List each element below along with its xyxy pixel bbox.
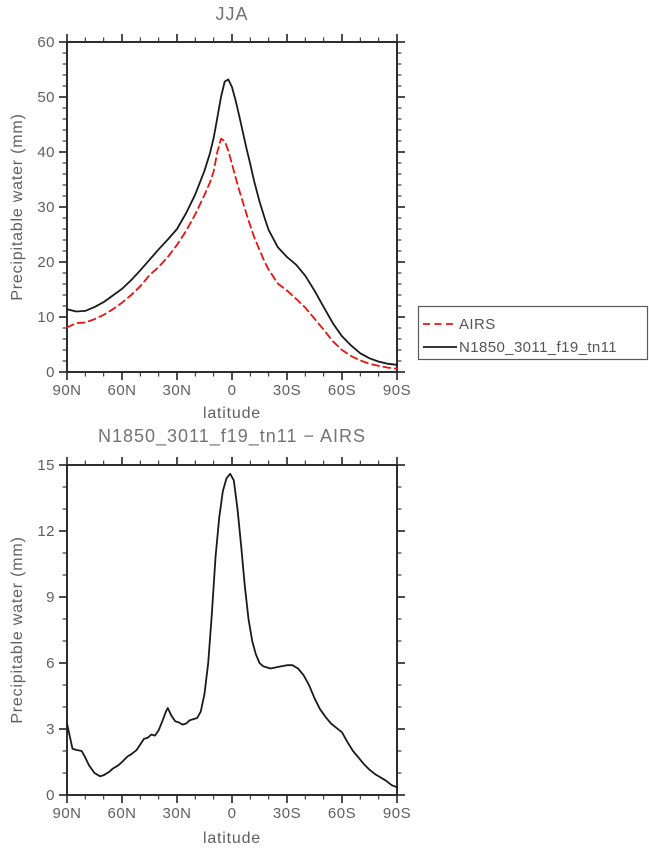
plot-frame [66,41,398,373]
model-series-line [66,78,398,366]
y-tick-label: 20 [37,254,55,271]
y-tick-label: 30 [37,199,55,216]
x-tick-label: 0 [228,382,237,399]
bottom-chart-xlabel: latitude [203,830,261,847]
legend-model-label: N1850_3011_f19_tn11 [459,339,617,356]
x-tick-label: 60N [107,805,136,822]
x-tick-label: 30N [162,382,191,399]
bottom-chart-series [66,472,398,789]
x-tick-label: 60S [328,382,356,399]
plot-frame [66,464,398,796]
y-tick-label: 40 [37,144,55,161]
x-tick-label: 60S [328,805,356,822]
bottom-chart-axes: 90N 60N 30N 0 30S 60S 90S 0 3 6 9 12 15 [37,457,411,822]
y-tick-label: 50 [37,89,55,106]
x-tick-label: 30S [273,382,301,399]
x-tick-label: 90N [52,382,81,399]
top-chart-title: JJA [215,4,248,24]
x-tick-label: 0 [228,805,237,822]
y-tick-label: 15 [37,457,55,474]
y-tick-label: 3 [46,721,55,738]
bottom-chart: N1850_3011_f19_tn11 − AIRS Precipitable … [9,426,411,847]
bottom-chart-ylabel: Precipitable water (mm) [9,536,26,723]
top-chart-ylabel: Precipitable water (mm) [9,113,26,300]
model-series-line [66,472,398,789]
x-tick-label: 60N [107,382,136,399]
x-tick-label: 30N [162,805,191,822]
x-tick-label: 30S [273,805,301,822]
top-chart-series [66,78,398,370]
x-tick-label: 90S [383,382,411,399]
y-tick-label: 0 [46,364,55,381]
airs-series-line [66,137,398,370]
y-tick-label: 60 [37,34,55,51]
bottom-chart-title: N1850_3011_f19_tn11 − AIRS [98,426,366,447]
y-tick-label: 12 [37,523,55,540]
legend-airs-label: AIRS [459,316,496,333]
y-tick-label: 10 [37,309,55,326]
x-tick-label: 90N [52,805,81,822]
x-tick-label: 90S [383,805,411,822]
top-chart-xlabel: latitude [203,405,261,422]
y-tick-label: 9 [46,589,55,606]
legend: AIRS N1850_3011_f19_tn11 [417,305,649,361]
top-chart: JJA Precipitable water (mm) latitude 90N… [9,4,411,422]
top-chart-axes: 90N 60N 30N 0 30S 60S 90S 0 10 20 30 40 50 60 [37,34,411,399]
y-tick-label: 0 [46,787,55,804]
legend-box [417,305,649,361]
y-tick-label: 6 [46,655,55,672]
